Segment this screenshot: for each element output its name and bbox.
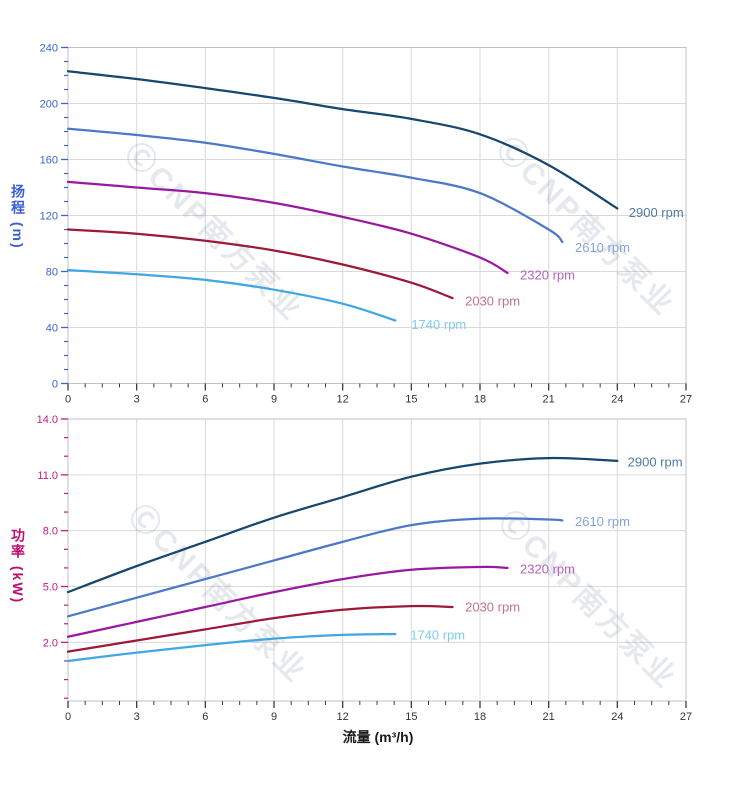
y-axis-tick-label: 120 — [40, 211, 58, 223]
series-curve-2030-rpm — [66, 228, 454, 300]
x-axis-tick-label: 3 — [134, 394, 140, 406]
power-axis-title: 功率 (kW) — [10, 528, 26, 605]
series-curve-1740-rpm — [66, 632, 397, 663]
series-curve-1740-rpm — [66, 268, 397, 322]
x-axis-tick-label: 6 — [202, 394, 208, 406]
series-label-2610-rpm: 2610 rpm — [575, 240, 630, 255]
x-axis-tick-label: 3 — [134, 711, 140, 723]
series-curve-2320-rpm — [66, 180, 509, 275]
series-label-1740-rpm: 1740 rpm — [411, 317, 466, 332]
y-axis-tick-label: 0 — [52, 379, 58, 391]
y-axis-tick-label: 160 — [40, 155, 58, 167]
series-label-1740-rpm: 1740 rpm — [410, 627, 465, 642]
brand-watermark: ⒸCNP南方泵业 — [118, 136, 310, 328]
x-axis-tick-label: 12 — [337, 394, 349, 406]
head-axis-title: 扬程 (m) — [10, 184, 26, 250]
flow-axis-title: 流量 (m³/h) — [342, 729, 414, 745]
y-axis-tick-label: 5.0 — [43, 582, 58, 594]
y-axis-tick-label: 80 — [46, 267, 58, 279]
series-label-2900-rpm: 2900 rpm — [629, 205, 684, 220]
series-label-2610-rpm: 2610 rpm — [575, 514, 630, 529]
x-axis-tick-label: 0 — [65, 711, 71, 723]
series-curve-2900-rpm — [66, 70, 619, 210]
x-axis-tick-label: 9 — [271, 394, 277, 406]
x-axis-tick-label: 15 — [405, 394, 417, 406]
x-axis-tick-label: 0 — [65, 394, 71, 406]
series-label-2320-rpm: 2320 rpm — [520, 561, 575, 576]
brand-watermark: ⒸCNP南方泵业 — [492, 504, 684, 696]
x-axis-tick-label: 21 — [543, 711, 555, 723]
y-axis-tick-label: 14.0 — [37, 414, 58, 426]
series-curve-2610-rpm — [66, 127, 564, 244]
y-axis-tick-label: 2.0 — [43, 637, 58, 649]
series-label-2900-rpm: 2900 rpm — [628, 454, 683, 469]
x-axis-tick-label: 18 — [474, 711, 486, 723]
x-axis-tick-label: 9 — [271, 711, 277, 723]
x-axis-tick-label: 15 — [405, 711, 417, 723]
y-axis-tick-label: 40 — [46, 323, 58, 335]
y-axis-tick-label: 8.0 — [43, 526, 58, 538]
x-axis-tick-label: 18 — [474, 394, 486, 406]
x-axis-tick-label: 12 — [337, 711, 349, 723]
x-axis-tick-label: 6 — [202, 711, 208, 723]
x-axis-tick-label: 24 — [611, 394, 623, 406]
x-axis-tick-label: 27 — [680, 394, 692, 406]
series-curve-2900-rpm — [66, 456, 619, 594]
y-axis-tick-label: 200 — [40, 99, 58, 111]
x-axis-tick-label: 21 — [543, 394, 555, 406]
x-axis-tick-label: 24 — [611, 711, 623, 723]
x-axis-tick-label: 27 — [680, 711, 692, 723]
chart-frame: 0 40 80 120 160 200 240 0 3 6 9 12 15 18 21 24 27 — [40, 43, 692, 406]
series-curve-2610-rpm — [66, 517, 564, 618]
y-axis-tick-label: 240 — [40, 43, 58, 55]
series-label-2030-rpm: 2030 rpm — [465, 293, 520, 308]
series-curve-2320-rpm — [66, 565, 509, 638]
y-axis-tick-label: 11.0 — [37, 470, 58, 482]
chart-frame: 2.0 5.0 8.0 11.0 14.0 0 3 6 9 12 15 18 21 24 27 — [37, 414, 693, 723]
series-label-2030-rpm: 2030 rpm — [465, 600, 520, 615]
series-label-2320-rpm: 2320 rpm — [520, 268, 575, 283]
series-curve-2030-rpm — [66, 604, 454, 653]
